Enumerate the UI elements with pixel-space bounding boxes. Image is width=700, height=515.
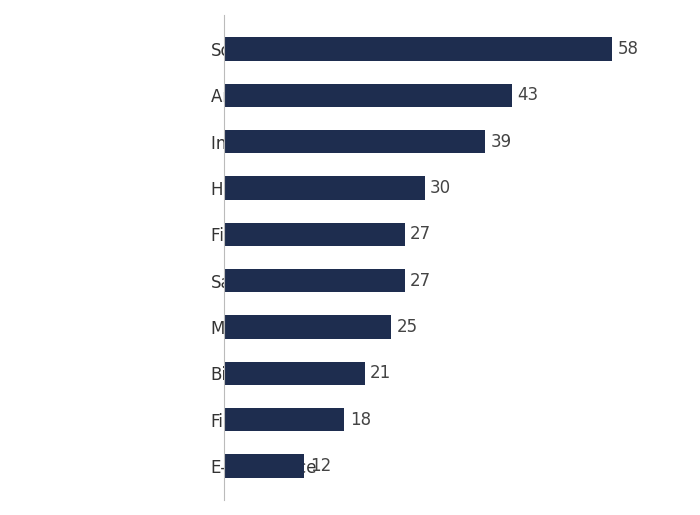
Bar bbox=[224, 38, 612, 61]
Text: 25: 25 bbox=[397, 318, 418, 336]
Bar bbox=[224, 130, 485, 153]
Text: 27: 27 bbox=[410, 226, 431, 243]
Text: 27: 27 bbox=[410, 272, 431, 289]
Text: 39: 39 bbox=[490, 133, 512, 151]
Bar bbox=[224, 269, 405, 292]
Bar bbox=[224, 315, 391, 338]
Bar bbox=[224, 84, 512, 107]
Bar bbox=[224, 177, 425, 200]
Text: 58: 58 bbox=[617, 40, 638, 58]
Text: 30: 30 bbox=[430, 179, 452, 197]
Bar bbox=[224, 223, 405, 246]
Text: 12: 12 bbox=[309, 457, 331, 475]
Bar bbox=[224, 362, 365, 385]
Text: 21: 21 bbox=[370, 364, 391, 382]
Bar bbox=[224, 408, 344, 431]
Text: 18: 18 bbox=[350, 410, 371, 428]
Text: 43: 43 bbox=[517, 87, 538, 105]
Bar bbox=[224, 454, 304, 477]
